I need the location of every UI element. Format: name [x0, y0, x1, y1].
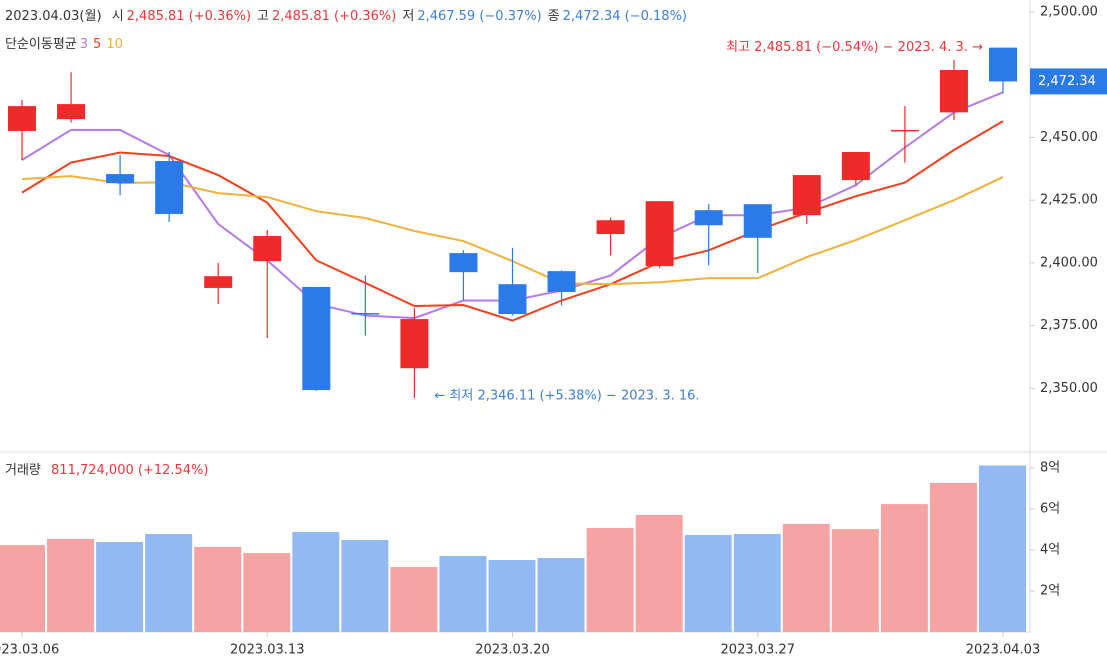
header-date: 2023.04.03(월): [5, 9, 102, 24]
candle-body: [400, 319, 429, 369]
header-value: 2,467.59 (−0.37%): [417, 9, 542, 24]
ma-title: 단순이동평균: [5, 37, 77, 52]
y-tick-label: 2,350.00: [1040, 381, 1098, 396]
y-tick-label: 2,375.00: [1040, 318, 1098, 333]
y-tick-label: 6억: [1040, 501, 1060, 516]
volume-title: 거래량: [5, 463, 41, 478]
y-tick-label: 2,500.00: [1040, 5, 1098, 20]
x-tick-label: 2023.03.06: [0, 643, 59, 658]
y-tick-label: 8억: [1040, 460, 1060, 475]
y-tick-label: 2,425.00: [1040, 193, 1098, 208]
volume-bar: [488, 560, 536, 632]
x-tick-label: 2023.03.13: [230, 643, 304, 658]
candle-body: [253, 236, 282, 262]
y-tick-label: 2억: [1040, 583, 1060, 598]
volume-bar: [635, 514, 683, 632]
volume-subtitle: 811,724,000 (+12.54%): [51, 463, 209, 478]
header-label: 고: [257, 9, 269, 24]
candle-body: [449, 253, 478, 273]
candle-body: [841, 152, 870, 181]
y-tick-label: 2,400.00: [1040, 255, 1098, 270]
volume-bar: [390, 567, 438, 632]
candle-body: [939, 69, 968, 113]
candle-body: [645, 201, 674, 267]
legend-entry: 10: [106, 37, 123, 52]
header-value: 2,485.81 (+0.36%): [126, 9, 252, 24]
volume-bar: [831, 529, 879, 632]
header-items: 시 2,485.81 (+0.36%) 고 2,485.81 (+0.36%) 저 2,4…: [112, 9, 693, 24]
volume-bar: [880, 504, 928, 632]
header: 2023.04.03(월) 시 2,485.81 (+0.36%) 고 2,485.8…: [5, 5, 699, 24]
header-label: 시: [111, 9, 124, 24]
volume-bar: [194, 546, 242, 632]
candle-body: [302, 286, 331, 391]
candle-body: [351, 313, 380, 315]
volume-bar: [243, 553, 291, 632]
y-tick-label: 4억: [1040, 542, 1060, 557]
volume-bar: [537, 557, 585, 632]
candle-body: [694, 210, 723, 226]
candle-body: [57, 104, 86, 120]
volume-bar: [586, 528, 634, 632]
candle-body: [743, 204, 772, 238]
volume-bar: [733, 534, 781, 632]
candle-body: [989, 47, 1017, 82]
y-tick-label: 2,450.00: [1040, 130, 1098, 145]
volume-bar: [782, 523, 830, 632]
high-annotation: 최고 2,485.81 (−0.54%) − 2023. 4. 3. →: [726, 40, 983, 55]
candle-body: [155, 161, 184, 214]
header-value: 2,472.34 (−0.18%): [562, 9, 687, 24]
header-label: 저: [402, 9, 415, 24]
ma-line: [21, 120, 1004, 322]
volume-bar: [979, 465, 1026, 632]
header-value: 2,485.81 (+0.36%): [271, 9, 397, 24]
candle-body: [792, 175, 821, 216]
x-tick-label: 2023.04.03: [966, 643, 1040, 658]
legend-entry: 5: [93, 37, 102, 52]
ma-legend: 단순이동평균 3 5 10: [5, 33, 134, 52]
x-tick-label: 2023.03.27: [721, 643, 795, 658]
candle-body: [204, 276, 233, 288]
candle-body: [547, 271, 576, 292]
legend-entry: 3: [79, 37, 89, 52]
x-tick-label: 2023.03.20: [475, 643, 549, 658]
header-label: 종: [547, 9, 560, 24]
last-price-label: 2,472.34: [1038, 74, 1096, 89]
candle-body: [498, 284, 527, 315]
last-price-box: [1030, 68, 1107, 95]
volume-bar: [0, 545, 45, 632]
volume-bar: [47, 538, 95, 632]
volume-header: 거래량 811,724,000 (+12.54%): [5, 459, 214, 478]
candle-body: [106, 174, 135, 184]
candle-body: [890, 129, 919, 132]
volume-bar: [341, 539, 389, 632]
volume-bar: [96, 542, 144, 632]
ma-names: 3 5 10: [80, 37, 128, 52]
low-annotation: ← 최저 2,346.11 (+5.38%) − 2023. 3. 16.: [434, 389, 699, 404]
volume-bar: [292, 531, 340, 632]
volume-bar: [929, 482, 977, 632]
candle-body: [596, 220, 625, 235]
candle-body: [8, 106, 36, 131]
volume-bar: [439, 555, 487, 632]
volume-bar: [145, 534, 193, 632]
volume-bar: [684, 535, 732, 632]
